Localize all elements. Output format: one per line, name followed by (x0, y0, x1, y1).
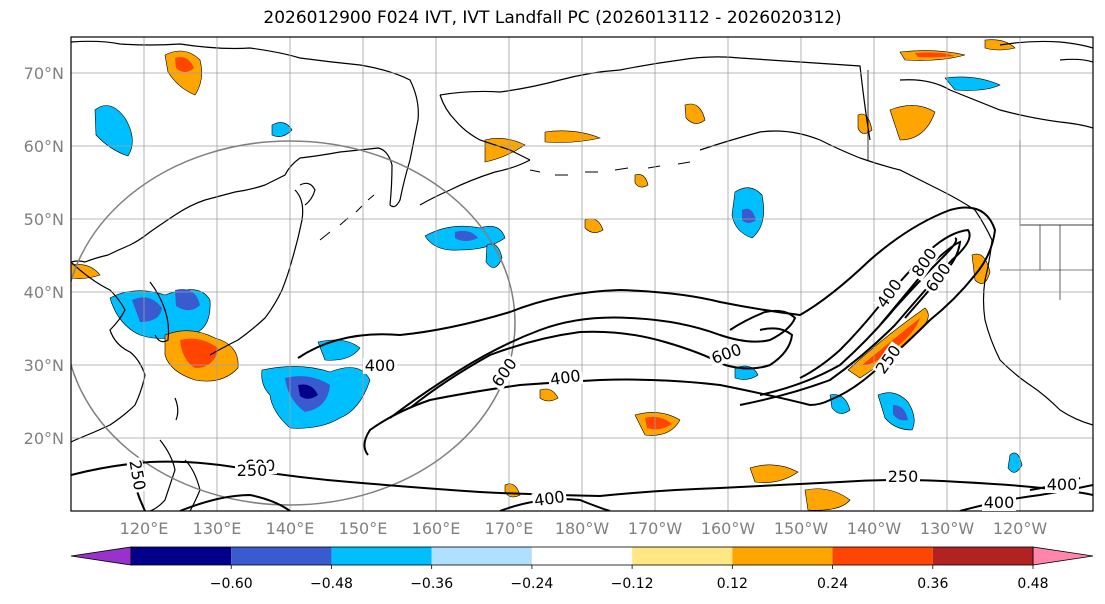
colorbar (70, 546, 1094, 566)
colorbar-extend-high (1032, 546, 1094, 566)
colorbar-bin (732, 547, 833, 565)
contour-label: 400 (1047, 475, 1078, 494)
neg-anomaly-blob (944, 76, 1001, 91)
lat-label: 70°N (24, 64, 64, 83)
contour-label: 400 (549, 366, 582, 389)
neg-anomaly-core (298, 384, 318, 399)
contour-label-bg (872, 341, 906, 379)
contour-label-bg (1045, 477, 1079, 493)
neg-anomaly-core (455, 230, 478, 241)
lat-label: 60°N (24, 137, 64, 156)
colorbar-tick-label: 0.48 (1017, 576, 1048, 592)
colorbar-tick-label: 0.24 (817, 576, 848, 592)
colorbar-tick-label: 0.36 (917, 576, 948, 592)
pos-anomaly-core (862, 318, 920, 366)
lon-label: 130°E (193, 519, 242, 538)
colorbar-bin (331, 547, 432, 565)
colorbar-bin (531, 547, 633, 565)
pos-anomaly-blob (539, 388, 559, 402)
graticule (71, 37, 1093, 511)
pos-anomaly-blob (484, 138, 526, 163)
lon-label: 170°E (485, 519, 534, 538)
neg-anomaly-core (175, 289, 200, 311)
longitude-labels: 120°E 130°E 140°E 150°E 160°E 170°E 180°W 170°W… (120, 519, 1048, 538)
pos-anomaly-blob (749, 464, 799, 483)
pos-anomaly-blob (634, 174, 649, 188)
pos-anomaly-core (915, 52, 955, 58)
lon-label: 140°W (847, 519, 902, 538)
lon-label: 150°E (339, 519, 388, 538)
lat-label: 30°N (24, 356, 64, 375)
lon-label: 180°W (555, 519, 610, 538)
colorbar-bin (131, 547, 232, 565)
latitude-labels: 70°N 60°N 50°N 40°N 30°N 20°N (24, 64, 64, 448)
colorbar-tick-label: −0.48 (310, 576, 353, 592)
pos-anomaly-core (645, 416, 672, 430)
lon-label: 150°W (774, 519, 829, 538)
colorbar-tick-label: −0.24 (510, 576, 553, 592)
contour-label: 400 (533, 487, 566, 510)
neg-anomaly-blob (734, 365, 759, 380)
map-title: 2026012900 F024 IVT, IVT Landfall PC (20… (263, 8, 842, 28)
contour-label: 400 (365, 356, 396, 375)
colorbar-tick-labels: −0.60 −0.48 −0.36 −0.24 −0.12 0.12 0.24 0.36 0.4… (210, 565, 1049, 592)
pos-anomaly-core (175, 57, 194, 72)
contour-label-bg (908, 244, 942, 282)
contour-label: 250 (888, 467, 919, 486)
neg-anomaly-blob (317, 339, 361, 361)
colorbar-bin (431, 547, 532, 565)
contour-label-bg (363, 358, 397, 374)
map-frame (70, 36, 1094, 512)
contour-label-bg (922, 259, 956, 297)
pos-anomaly-blob (804, 488, 851, 511)
colorbar-tick-label: −0.36 (410, 576, 453, 592)
ivt-contours (71, 206, 1093, 511)
colorbar-bin (632, 547, 733, 565)
colorbar-bin (932, 547, 1033, 565)
contour-label-bg (547, 367, 584, 389)
pos-anomaly-blob (544, 130, 601, 143)
lon-label: 120°W (993, 519, 1048, 538)
lat-label: 50°N (24, 210, 64, 229)
lon-label: 140°E (266, 519, 315, 538)
colorbar-extend-low (70, 546, 132, 566)
contour-label-bg (982, 495, 1016, 511)
contour-label-bg (873, 275, 907, 313)
colorbar-tick-label: 0.12 (717, 576, 748, 592)
contour-label-bg (126, 457, 148, 494)
contour-label-bg (235, 463, 269, 479)
neg-anomaly-blob (1007, 452, 1023, 473)
neg-anomaly-core (742, 208, 756, 223)
colorbar-tick-label: −0.60 (210, 576, 253, 592)
colorbar-bin (832, 547, 933, 565)
pc-shading (71, 39, 1023, 511)
colorbar-tick-label: −0.12 (611, 576, 654, 592)
lon-label: 170°W (628, 519, 683, 538)
contour-label-bg (707, 340, 746, 368)
contour-label: 250 (237, 461, 268, 480)
contour-label-bg (886, 469, 920, 485)
lon-label: 160°E (412, 519, 461, 538)
neg-anomaly-blob (94, 105, 133, 157)
lon-label: 160°W (701, 519, 756, 538)
coastlines (71, 40, 1093, 511)
colorbar-bin (231, 547, 332, 565)
pos-anomaly-core (180, 338, 218, 368)
lat-label: 20°N (24, 429, 64, 448)
contour-label-bg (488, 354, 522, 392)
lat-label: 40°N (24, 283, 64, 302)
colorbar-frame (130, 546, 1034, 566)
neg-anomaly-core (893, 405, 908, 421)
contour-label-bg (531, 488, 568, 510)
lon-label: 130°W (920, 519, 975, 538)
neg-anomaly-blob (271, 122, 293, 137)
landfall-region-circle (71, 140, 516, 506)
neg-anomaly-core (132, 297, 162, 322)
pos-anomaly-blob (889, 105, 936, 141)
lon-label: 120°E (120, 519, 169, 538)
contour-label: 400 (984, 493, 1015, 512)
pos-anomaly-blob (684, 103, 706, 124)
